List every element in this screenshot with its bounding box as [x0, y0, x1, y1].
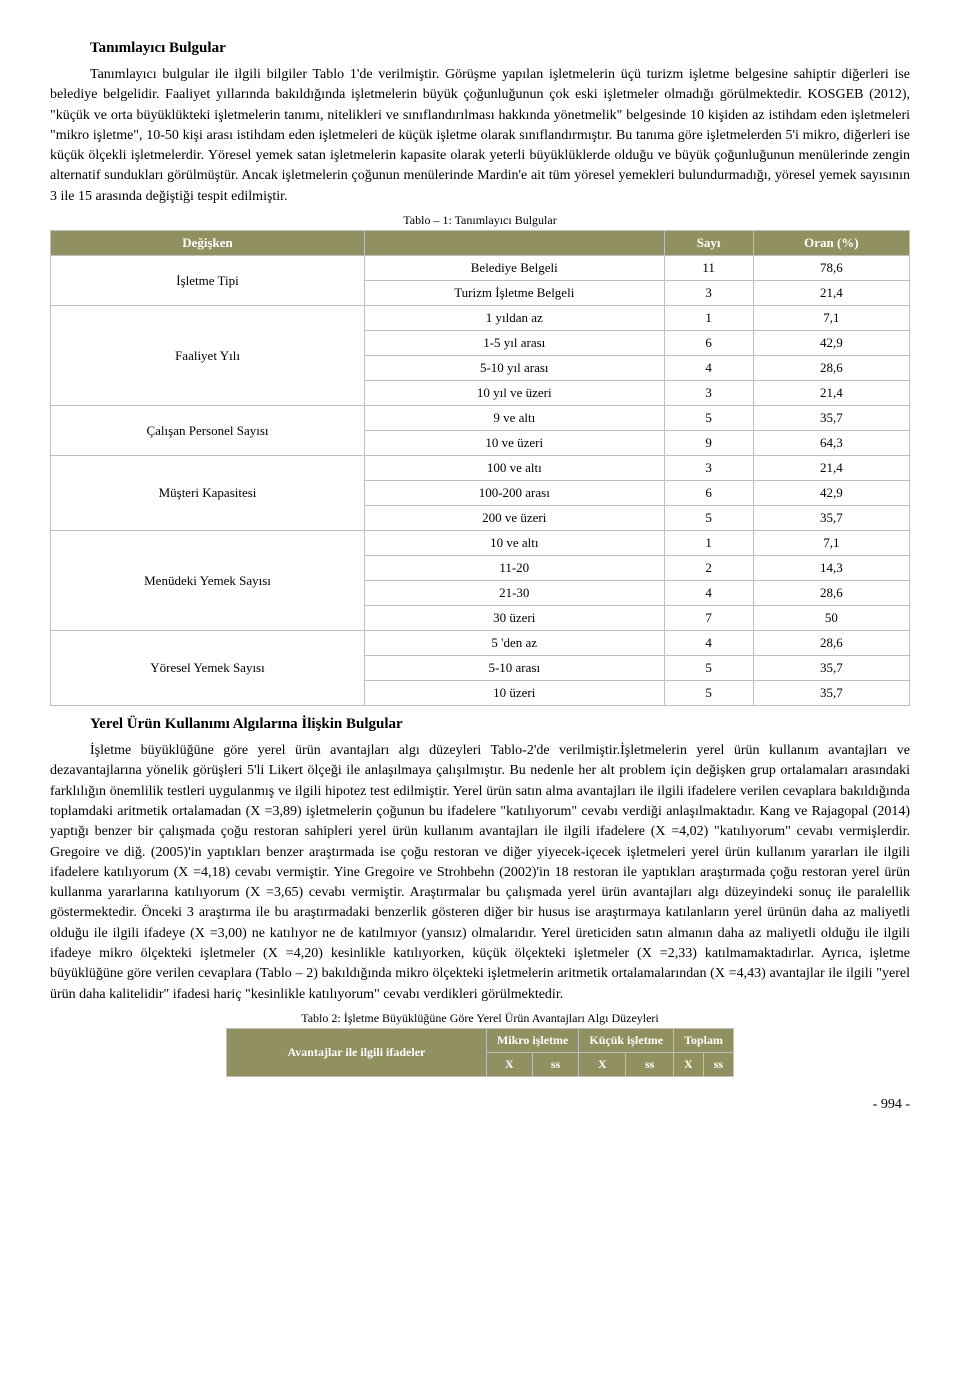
- t2-x3: X: [674, 1052, 704, 1076]
- count-cell: 2: [664, 556, 753, 581]
- t2-x2: X: [579, 1052, 626, 1076]
- category-cell: 5-10 arası: [365, 656, 665, 681]
- percent-cell: 28,6: [753, 631, 909, 656]
- category-cell: 10 üzeri: [365, 681, 665, 706]
- table-row: Yöresel Yemek Sayısı5 'den az428,6: [51, 631, 910, 656]
- percent-cell: 35,7: [753, 656, 909, 681]
- group-label: Yöresel Yemek Sayısı: [51, 631, 365, 706]
- t2-ss1: ss: [532, 1052, 579, 1076]
- col-blank: [365, 231, 665, 256]
- category-cell: 5 'den az: [365, 631, 665, 656]
- category-cell: Belediye Belgeli: [365, 256, 665, 281]
- category-cell: 1 yıldan az: [365, 306, 665, 331]
- group-label: Menüdeki Yemek Sayısı: [51, 531, 365, 631]
- percent-cell: 42,9: [753, 331, 909, 356]
- percent-cell: 64,3: [753, 431, 909, 456]
- count-cell: 5: [664, 406, 753, 431]
- count-cell: 1: [664, 306, 753, 331]
- t2-rowlabel: Avantajlar ile ilgili ifadeler: [226, 1028, 486, 1076]
- count-cell: 4: [664, 631, 753, 656]
- category-cell: 100-200 arası: [365, 481, 665, 506]
- category-cell: 100 ve altı: [365, 456, 665, 481]
- percent-cell: 78,6: [753, 256, 909, 281]
- percent-cell: 28,6: [753, 581, 909, 606]
- category-cell: 30 üzeri: [365, 606, 665, 631]
- count-cell: 4: [664, 356, 753, 381]
- group-label: Müşteri Kapasitesi: [51, 456, 365, 531]
- category-cell: 10 ve üzeri: [365, 431, 665, 456]
- category-cell: 11-20: [365, 556, 665, 581]
- t2-kucuk: Küçük işletme: [579, 1028, 674, 1052]
- percent-cell: 21,4: [753, 281, 909, 306]
- percent-cell: 21,4: [753, 381, 909, 406]
- count-cell: 11: [664, 256, 753, 281]
- count-cell: 5: [664, 681, 753, 706]
- section-heading: Tanımlayıcı Bulgular: [50, 40, 910, 57]
- table1-header-row: Değişken Sayı Oran (%): [51, 231, 910, 256]
- group-label: Faaliyet Yılı: [51, 306, 365, 406]
- count-cell: 1: [664, 531, 753, 556]
- count-cell: 7: [664, 606, 753, 631]
- t2-ss2: ss: [626, 1052, 674, 1076]
- percent-cell: 50: [753, 606, 909, 631]
- category-cell: 1-5 yıl arası: [365, 331, 665, 356]
- count-cell: 6: [664, 331, 753, 356]
- t2-mikro: Mikro işletme: [486, 1028, 578, 1052]
- percent-cell: 35,7: [753, 506, 909, 531]
- group-label: Çalışan Personel Sayısı: [51, 406, 365, 456]
- count-cell: 5: [664, 656, 753, 681]
- table-row: Menüdeki Yemek Sayısı10 ve altı17,1: [51, 531, 910, 556]
- category-cell: 9 ve altı: [365, 406, 665, 431]
- paragraph-intro: Tanımlayıcı bulgular ile ilgili bilgiler…: [50, 65, 910, 207]
- count-cell: 4: [664, 581, 753, 606]
- percent-cell: 42,9: [753, 481, 909, 506]
- t2-ss3: ss: [703, 1052, 733, 1076]
- count-cell: 9: [664, 431, 753, 456]
- category-cell: 10 ve altı: [365, 531, 665, 556]
- count-cell: 3: [664, 281, 753, 306]
- table-row: Müşteri Kapasitesi100 ve altı321,4: [51, 456, 910, 481]
- table-row: Faaliyet Yılı1 yıldan az17,1: [51, 306, 910, 331]
- col-degisken: Değişken: [51, 231, 365, 256]
- category-cell: 21-30: [365, 581, 665, 606]
- t2-x1: X: [486, 1052, 532, 1076]
- category-cell: 10 yıl ve üzeri: [365, 381, 665, 406]
- table2-caption: Tablo 2: İşletme Büyüklüğüne Göre Yerel …: [50, 1011, 910, 1026]
- t2-toplam: Toplam: [674, 1028, 734, 1052]
- percent-cell: 35,7: [753, 406, 909, 431]
- percent-cell: 35,7: [753, 681, 909, 706]
- col-sayi: Sayı: [664, 231, 753, 256]
- group-label: İşletme Tipi: [51, 256, 365, 306]
- category-cell: Turizm İşletme Belgeli: [365, 281, 665, 306]
- table2-top-header: Avantajlar ile ilgili ifadeler Mikro işl…: [226, 1028, 733, 1052]
- table-row: Çalışan Personel Sayısı9 ve altı535,7: [51, 406, 910, 431]
- table1: Değişken Sayı Oran (%) İşletme TipiBeled…: [50, 230, 910, 706]
- percent-cell: 28,6: [753, 356, 909, 381]
- count-cell: 5: [664, 506, 753, 531]
- count-cell: 3: [664, 456, 753, 481]
- paragraph-findings: İşletme büyüklüğüne göre yerel ürün avan…: [50, 741, 910, 1005]
- percent-cell: 7,1: [753, 531, 909, 556]
- count-cell: 3: [664, 381, 753, 406]
- table1-caption: Tablo – 1: Tanımlayıcı Bulgular: [50, 213, 910, 228]
- category-cell: 5-10 yıl arası: [365, 356, 665, 381]
- col-oran: Oran (%): [753, 231, 909, 256]
- category-cell: 200 ve üzeri: [365, 506, 665, 531]
- table-row: İşletme TipiBelediye Belgeli1178,6: [51, 256, 910, 281]
- table2: Avantajlar ile ilgili ifadeler Mikro işl…: [226, 1028, 734, 1077]
- percent-cell: 14,3: [753, 556, 909, 581]
- page-number: - 994 -: [50, 1097, 910, 1113]
- percent-cell: 7,1: [753, 306, 909, 331]
- section-heading-2: Yerel Ürün Kullanımı Algılarına İlişkin …: [90, 716, 910, 733]
- percent-cell: 21,4: [753, 456, 909, 481]
- count-cell: 6: [664, 481, 753, 506]
